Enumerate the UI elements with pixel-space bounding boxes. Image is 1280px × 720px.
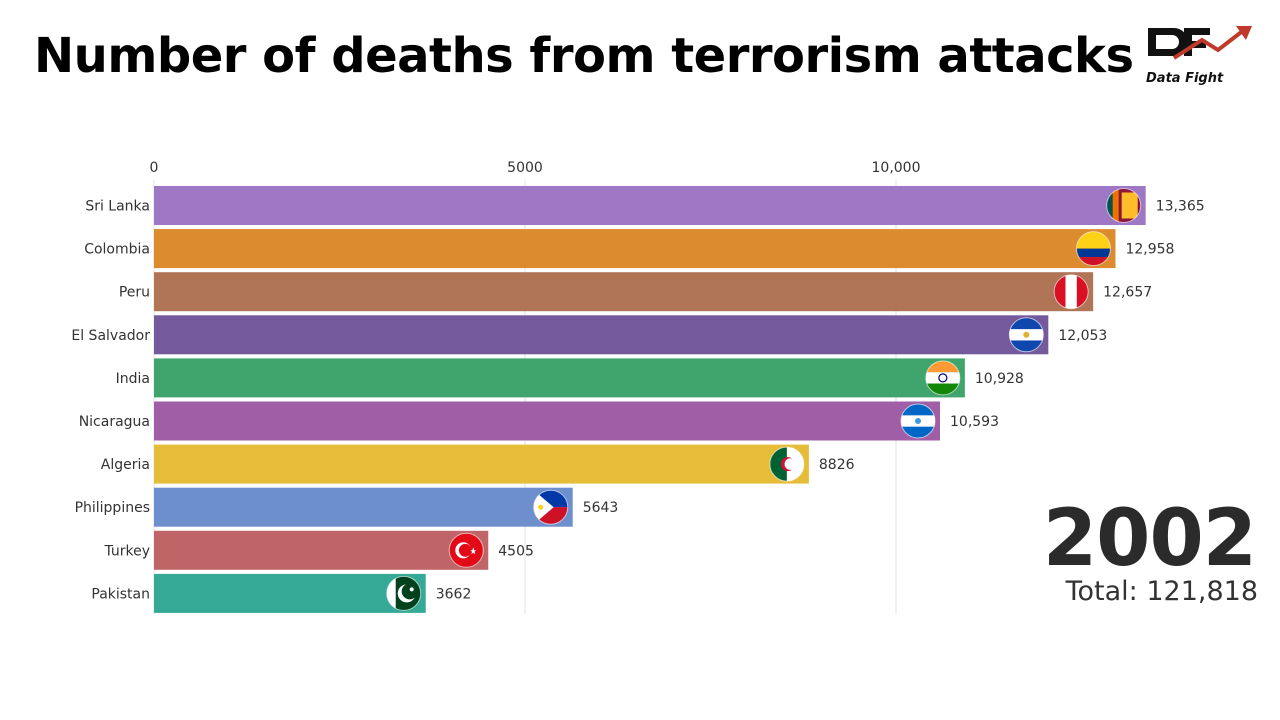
bar (154, 186, 1146, 225)
x-tick-label: 0 (150, 160, 159, 176)
total-label: Total: 121,818 (1066, 576, 1258, 607)
flag-sri-lanka-icon (1106, 188, 1142, 223)
flag-turkey-icon (448, 532, 484, 568)
value-label: 4505 (498, 543, 534, 559)
value-label: 13,365 (1156, 199, 1205, 215)
flag-pakistan-icon (386, 575, 422, 611)
bar (154, 272, 1094, 312)
bar (154, 358, 965, 398)
category-label: Nicaragua (79, 414, 150, 430)
data-fight-logo: Data Fight (1146, 26, 1252, 86)
flag-nicaragua-icon (900, 403, 936, 439)
value-label: 3662 (436, 586, 472, 602)
flag-algeria-icon (769, 446, 805, 482)
bar (154, 530, 489, 570)
category-label: Colombia (84, 242, 150, 258)
bar (154, 401, 941, 441)
logo-text: Data Fight (1146, 71, 1224, 86)
flag-el-salvador-icon (1008, 317, 1044, 353)
category-label: El Salvador (71, 328, 150, 344)
value-label: 12,053 (1058, 328, 1107, 344)
flag-philippines-icon (533, 489, 569, 525)
category-label: Turkey (103, 543, 150, 559)
bar (154, 229, 1116, 269)
value-label: 12,657 (1103, 285, 1152, 301)
category-label: Peru (119, 285, 150, 301)
x-tick-label: 5000 (507, 160, 543, 176)
chart-title: Number of deaths from terrorism attacks (34, 28, 1134, 84)
category-label: India (116, 371, 150, 387)
total-label-text: Total: (1065, 576, 1138, 607)
value-label: 12,958 (1125, 242, 1174, 258)
flag-peru-icon (1053, 274, 1089, 310)
df-trend-arrow-logo-icon (1148, 26, 1252, 60)
value-label: 5643 (583, 500, 619, 516)
flag-colombia-icon (1075, 231, 1111, 267)
bar (154, 573, 426, 613)
category-label: Algeria (101, 457, 150, 473)
flag-india-icon (925, 360, 961, 396)
category-label: Pakistan (91, 586, 150, 602)
total-value: 121,818 (1146, 576, 1258, 607)
x-tick-label: 10,000 (872, 160, 921, 176)
value-label: 10,928 (975, 371, 1024, 387)
value-label: 10,593 (950, 414, 999, 430)
category-label: Philippines (75, 500, 150, 516)
bar (154, 487, 573, 527)
year-label: 2002 (1042, 494, 1257, 584)
category-label: Sri Lanka (85, 199, 150, 215)
bar (154, 315, 1049, 355)
bar (154, 444, 809, 484)
value-label: 8826 (819, 457, 855, 473)
